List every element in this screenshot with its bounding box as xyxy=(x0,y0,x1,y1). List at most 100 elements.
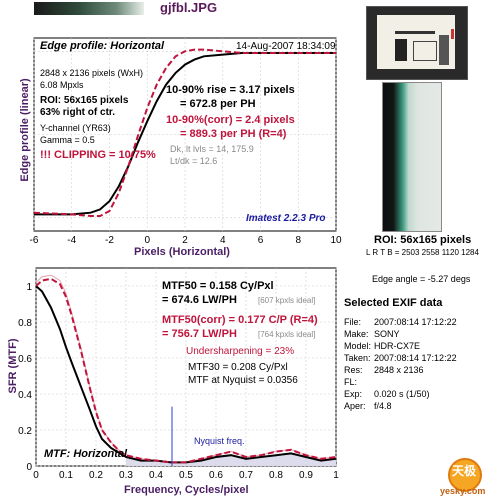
mtf50-text: MTF50 = 0.158 Cy/Pxl xyxy=(162,280,274,292)
edge-x-ticks: -6 -4 -2 0 2 4 6 8 10 xyxy=(30,235,342,246)
mtf-y-tick-label: 1 xyxy=(26,282,32,293)
mtf-x-tick-label: 0.6 xyxy=(209,470,223,481)
watermark-bottom-text: yesky.com xyxy=(440,486,486,496)
edge-x-tick-label: 10 xyxy=(330,235,342,246)
edge-date: 14-Aug-2007 18:34:09 xyxy=(236,41,336,52)
mtf-x-tick-label: 0.1 xyxy=(59,470,73,481)
clipping-text: !!! CLIPPING = 10.75% xyxy=(40,149,156,161)
edge-series-group xyxy=(33,48,336,217)
channel-text: Y-channel (YR63) xyxy=(40,123,111,133)
edge-x-tick-label: 0 xyxy=(144,235,150,246)
image-size-text: 2848 x 2136 pixels (WxH) xyxy=(40,68,144,78)
thumb-mark xyxy=(413,41,437,61)
roi-lrtb-text: L R T B = 2503 2558 1120 1284 xyxy=(366,248,479,257)
corr-rise-text: 10-90%(corr) = 2.4 pixels xyxy=(166,114,295,126)
mtf-y-ticks: 0 0.2 0.4 0.6 0.8 1 xyxy=(18,282,32,473)
edge-x-tick-label: -2 xyxy=(105,235,114,246)
mtf-nyquist-text: MTF at Nyquist = 0.0356 xyxy=(188,375,298,386)
exif-row: FL: xyxy=(344,376,494,388)
watermark-logo xyxy=(448,458,482,492)
exif-row: Make: SONY xyxy=(344,328,494,340)
mtf50-corr-ideal-text: [764 kpxls ideal] xyxy=(258,330,316,339)
edge-x-tick-label: 8 xyxy=(295,235,301,246)
dark-light-levels-text: Dk, lt lvls = 14, 175.9 xyxy=(170,144,254,154)
imatest-version-text: Imatest 2.2.3 Pro xyxy=(246,213,326,224)
mpxls-text: 6.08 Mpxls xyxy=(40,80,84,90)
exif-key: Exp: xyxy=(344,389,363,399)
exif-value: f/4.8 xyxy=(374,401,392,411)
mtf50-corr-text: MTF50(corr) = 0.177 C/P (R=4) xyxy=(162,314,318,326)
rise-text: 10-90% rise = 3.17 pixels xyxy=(166,84,295,96)
gamma-text: Gamma = 0.5 xyxy=(40,135,95,145)
exif-row: Taken: 2007:08:14 17:12:22 xyxy=(344,352,494,364)
edge-grid xyxy=(33,38,337,231)
file-title: gjfbl.JPG xyxy=(160,0,218,15)
lt-dk-ratio-text: Lt/dk = 12.6 xyxy=(170,156,218,166)
edge-x-tick-label: 2 xyxy=(182,235,188,246)
exif-value: 2007:08:14 17:12:22 xyxy=(374,353,457,363)
mtf-y-tick-label: 0.2 xyxy=(18,426,32,437)
edge-x-tick-label: -6 xyxy=(30,235,39,246)
roi-size-title: ROI: 56x165 pixels xyxy=(374,234,472,246)
edge-y-axis-label: Edge profile (linear) xyxy=(19,78,31,182)
mtf-y-axis-label: SFR (MTF) xyxy=(7,338,19,394)
exif-title: Selected EXIF data xyxy=(344,297,443,309)
exif-key: File: xyxy=(344,317,362,327)
thumb-mark xyxy=(395,31,435,34)
edge-x-tick-label: 6 xyxy=(258,235,264,246)
mtf30-text: MTF30 = 0.208 Cy/Pxl xyxy=(188,362,288,373)
mtf-x-tick-label: 0.7 xyxy=(239,470,253,481)
thumb-mark xyxy=(439,35,449,65)
mtf-x-tick-label: 1 xyxy=(333,470,339,481)
mtf-x-ticks: 0 0.1 0.2 0.3 0.4 0.5 0.6 0.7 0.8 0.9 1 xyxy=(33,470,339,481)
exif-row: Model: HDR-CX7E xyxy=(344,340,494,352)
mtf-y-tick-label: 0.8 xyxy=(18,318,32,329)
exif-value: HDR-CX7E xyxy=(374,341,421,351)
edge-panel-title: Edge profile: Horizontal xyxy=(40,40,165,52)
mtf50-corr-lwph-text: = 756.7 LW/PH xyxy=(162,328,237,340)
exif-key: Aper: xyxy=(344,401,366,411)
image-gradient-strip xyxy=(34,2,144,15)
mtf-y-tick-label: 0.4 xyxy=(18,390,32,401)
mtf50-lwph-text: = 674.6 LW/PH xyxy=(162,294,237,306)
undersharpening-text: Undersharpening = 23% xyxy=(186,346,295,357)
exif-value: 2007:08:14 17:12:22 xyxy=(374,317,457,327)
thumb-mark xyxy=(395,39,407,61)
exif-key: Res: xyxy=(344,365,363,375)
roi-marker xyxy=(451,29,454,39)
mtf-x-tick-label: 0.4 xyxy=(149,470,163,481)
watermark-top-text: 天极 xyxy=(452,464,477,478)
edge-x-tick-label: 4 xyxy=(220,235,226,246)
exif-value: SONY xyxy=(374,329,400,339)
corr-per-ph-text: = 889.3 per PH (R=4) xyxy=(180,128,287,140)
rise-per-ph-text: = 672.8 per PH xyxy=(180,98,256,110)
mtf-x-tick-label: 0.8 xyxy=(269,470,283,481)
mtf-y-tick-label: 0 xyxy=(26,462,32,473)
nyquist-label: Nyquist freq. xyxy=(194,436,245,446)
mtf-x-axis-label: Frequency, Cycles/pixel xyxy=(124,484,249,496)
mtf-x-tick-label: 0.3 xyxy=(119,470,133,481)
test-chart-thumbnail xyxy=(366,6,468,80)
edge-profile-corrected-line xyxy=(33,48,336,217)
mtf-x-tick-label: 0.9 xyxy=(299,470,313,481)
ctr-text: 63% right of ctr. xyxy=(40,107,116,118)
mtf-x-tick-label: 0.2 xyxy=(89,470,103,481)
exif-value: 0.020 s (1/50) xyxy=(374,389,430,399)
mtf-line xyxy=(35,285,337,464)
chart-thumbnail-sheet xyxy=(377,15,455,69)
mtf-grid xyxy=(35,268,337,467)
exif-list: File: 2007:08:14 17:12:22 Make: SONY Model: H… xyxy=(344,316,494,412)
edge-x-axis-label: Pixels (Horizontal) xyxy=(134,246,230,258)
mtf-corrected-line xyxy=(35,277,337,464)
mtf-x-tick-label: 0 xyxy=(33,470,39,481)
edge-x-tick-label: -4 xyxy=(67,235,76,246)
mtf50-ideal-text: [607 kpxls ideal] xyxy=(258,296,316,305)
exif-key: Model: xyxy=(344,341,372,351)
exif-row: Aper: f/4.8 xyxy=(344,400,494,412)
mtf-y-tick-label: 0.6 xyxy=(18,354,32,365)
mtf-series-group xyxy=(35,274,337,464)
edge-angle-text: Edge angle = -5.27 degs xyxy=(372,274,471,284)
roi-text: ROI: 56x165 pixels xyxy=(40,95,129,106)
exif-value: 2848 x 2136 xyxy=(374,365,424,375)
